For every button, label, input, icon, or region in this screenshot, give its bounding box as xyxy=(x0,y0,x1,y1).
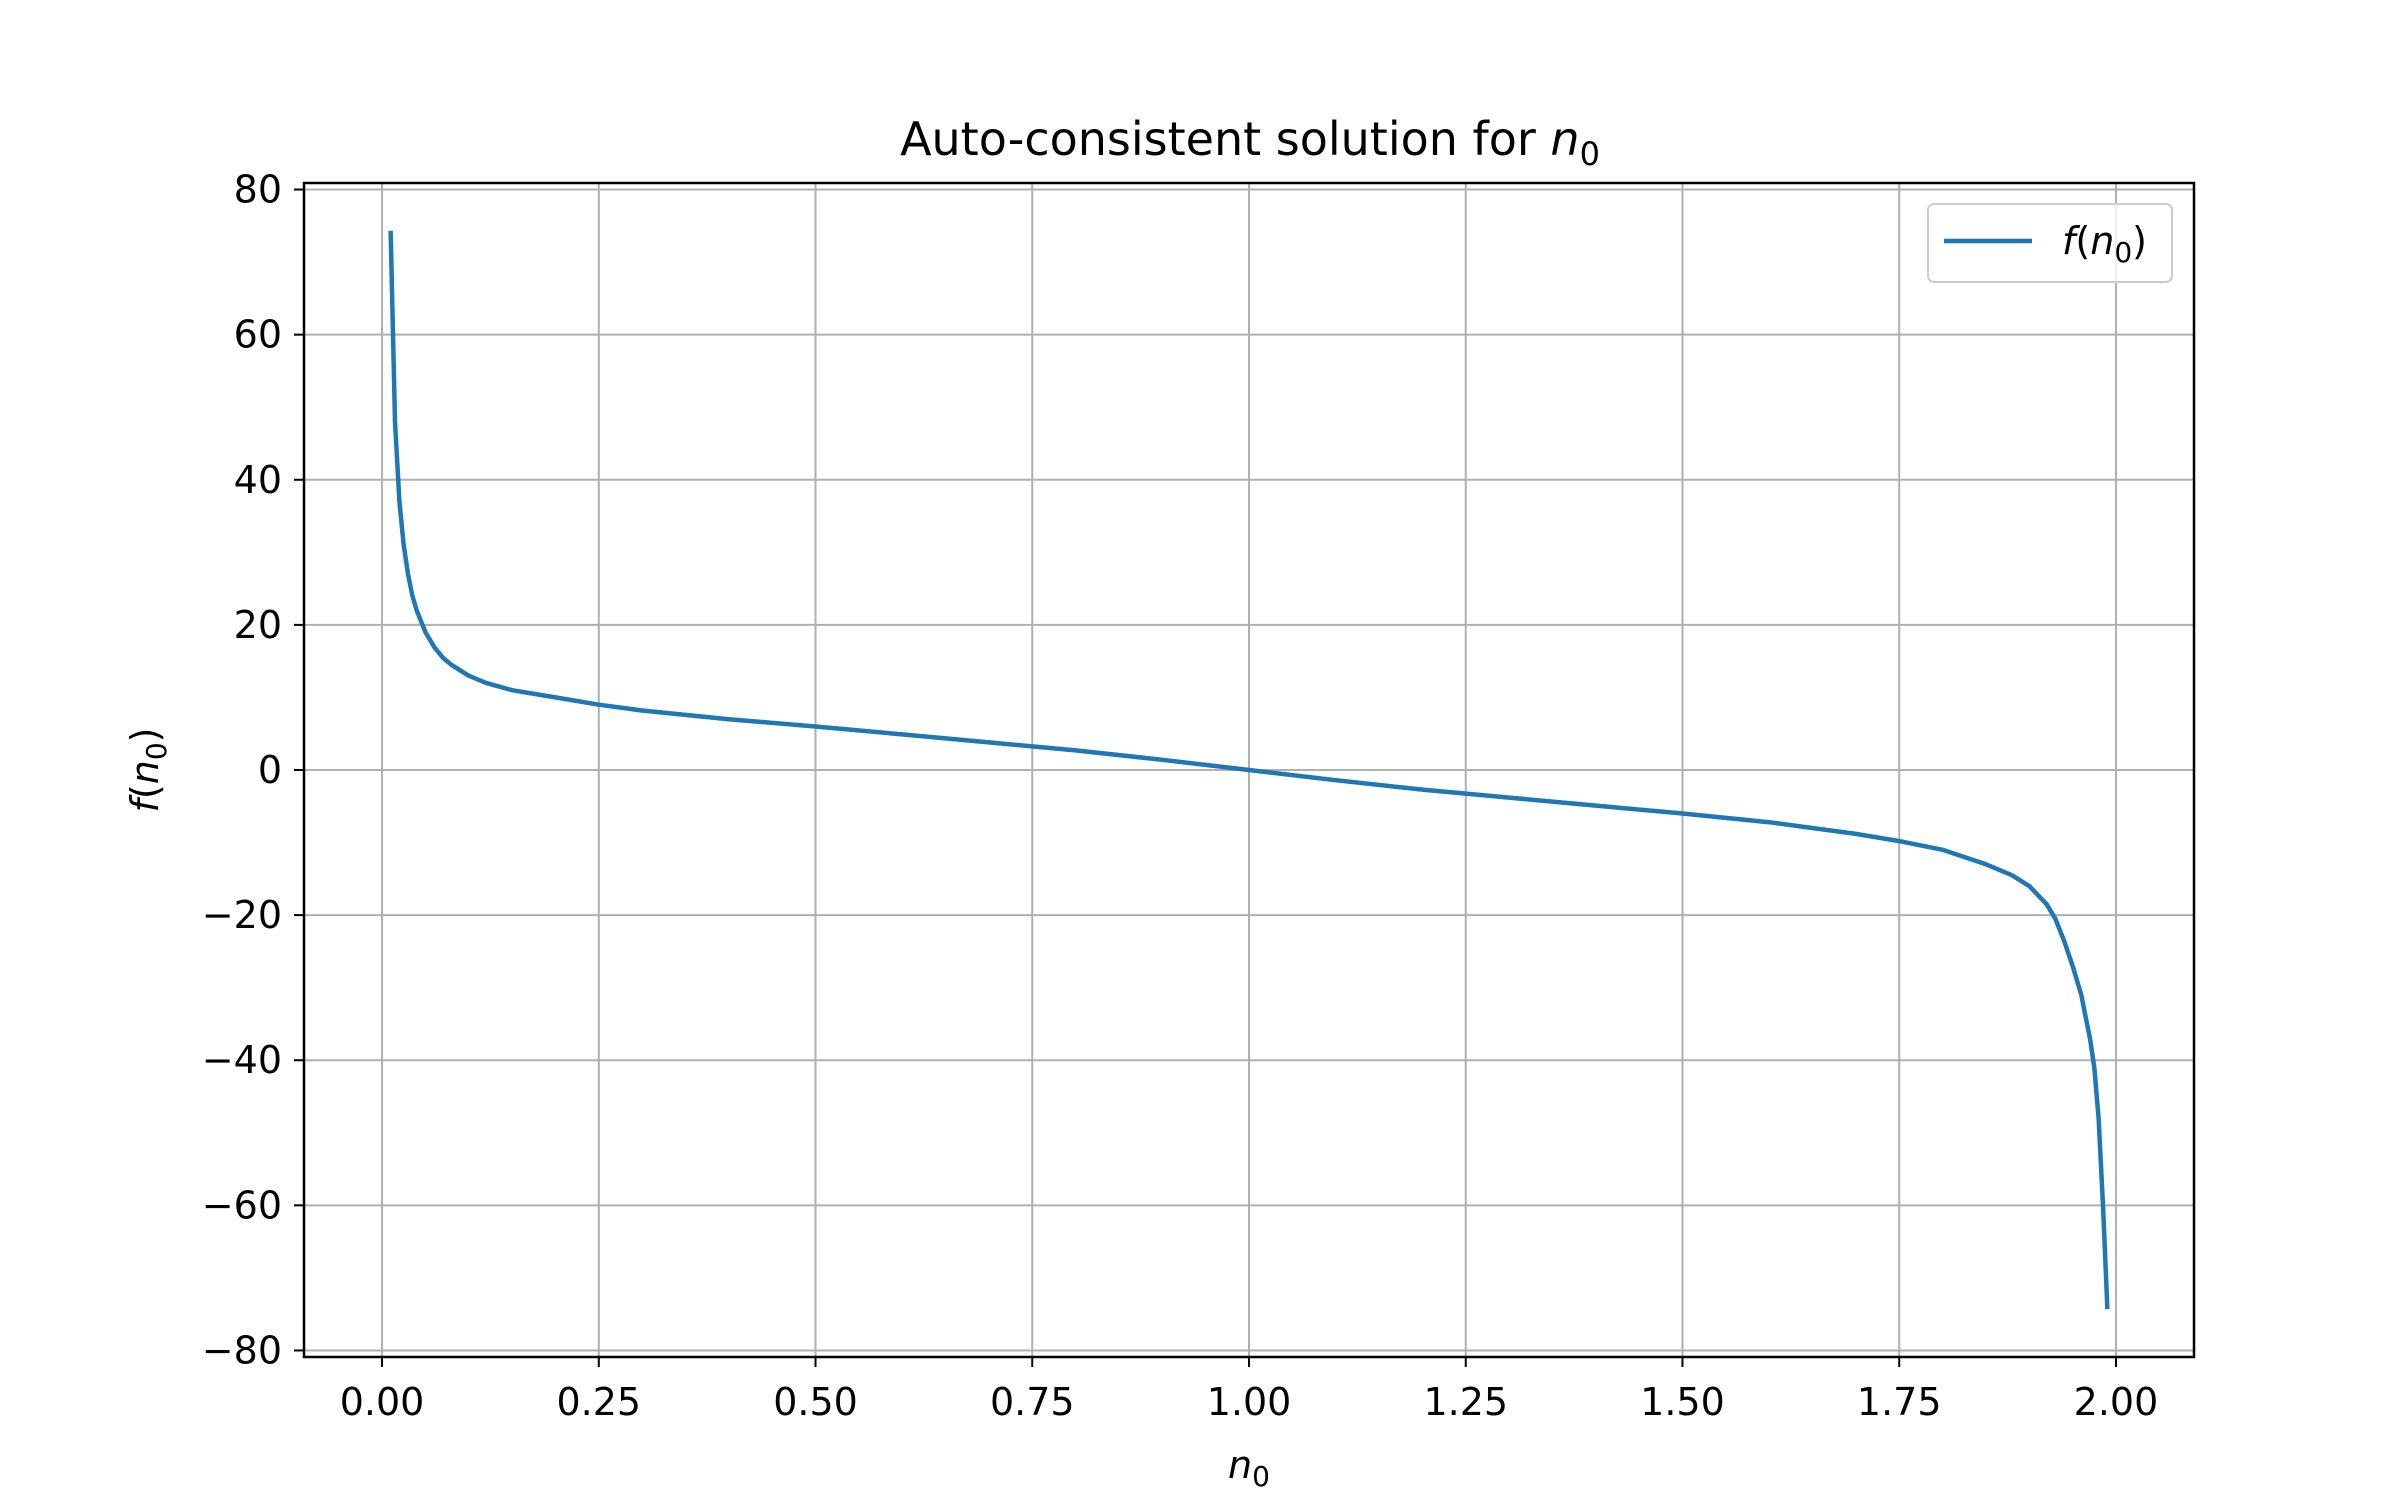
y-axis-label: f(n0) xyxy=(123,728,173,813)
chart-title: Auto-consistent solution for n0 xyxy=(900,112,1600,173)
title-subscript: 0 xyxy=(1580,135,1600,173)
y-tick-label: −60 xyxy=(202,1183,282,1227)
legend-label-variable: n xyxy=(2090,219,2114,263)
y-axis-label-open: ( xyxy=(123,784,167,799)
legend-box xyxy=(1927,203,2173,283)
x-axis-label: n0 xyxy=(1228,1443,1270,1493)
x-tick-label: 0.50 xyxy=(773,1380,858,1424)
y-tick-label: −80 xyxy=(202,1328,282,1372)
series-line-0 xyxy=(388,230,2110,1310)
x-tick-label: 0.75 xyxy=(990,1380,1075,1424)
y-tick-label: 40 xyxy=(234,458,282,502)
legend: f(n0) xyxy=(1927,203,2173,283)
x-tick-label: 0.00 xyxy=(340,1380,425,1424)
y-tick-label: −20 xyxy=(202,893,282,937)
title-variable: n xyxy=(1550,112,1579,166)
y-axis-label-subscript: 0 xyxy=(140,742,173,760)
x-tick-label: 1.50 xyxy=(1640,1380,1725,1424)
y-axis-label-close: ) xyxy=(123,728,167,743)
y-axis-label-variable: n xyxy=(123,760,167,784)
x-tick-label: 1.75 xyxy=(1857,1380,1942,1424)
x-axis-label-subscript: 0 xyxy=(1252,1460,1270,1493)
title-prefix: Auto-consistent solution for xyxy=(900,112,1550,166)
x-tick-label: 0.25 xyxy=(556,1380,641,1424)
legend-label-subscript: 0 xyxy=(2114,236,2132,269)
x-axis-label-variable: n xyxy=(1228,1443,1252,1487)
x-tick-label: 2.00 xyxy=(2074,1380,2159,1424)
legend-label-close: ) xyxy=(2132,219,2147,263)
y-tick-label: 0 xyxy=(258,748,282,792)
ticks: 0.00 0.25 0.50 0.75 1.00 1.25 1.50 1.75 2.00 −80 −… xyxy=(202,168,2158,1424)
y-tick-label: −40 xyxy=(202,1038,282,1082)
legend-label: f(n0) xyxy=(2062,219,2147,269)
x-tick-label: 1.25 xyxy=(1423,1380,1508,1424)
y-tick-label: 80 xyxy=(234,168,282,212)
x-tick-label: 1.00 xyxy=(1207,1380,1292,1424)
series-layer xyxy=(388,230,2110,1310)
y-tick-label: 60 xyxy=(234,313,282,357)
y-tick-label: 20 xyxy=(234,603,282,647)
legend-label-open: ( xyxy=(2075,219,2090,263)
